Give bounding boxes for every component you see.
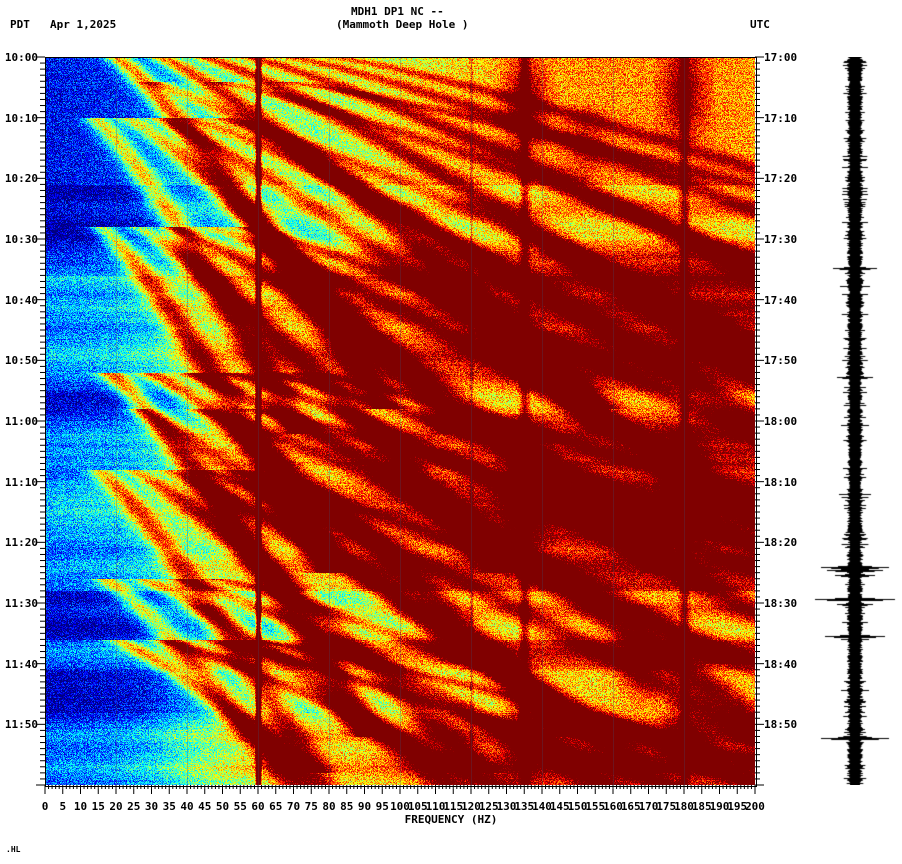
frequency-tick-label: 175 bbox=[656, 800, 677, 813]
time-tick-label-pdt: 10:20 bbox=[4, 172, 38, 186]
frequency-tick-label: 30 bbox=[144, 800, 159, 813]
time-tick-label-utc: 18:40 bbox=[764, 657, 798, 671]
time-tick-label-utc: 17:00 bbox=[764, 51, 798, 64]
time-tick-label-pdt: 10:10 bbox=[4, 111, 38, 125]
frequency-axis-title: FREQUENCY (HZ) bbox=[404, 813, 498, 826]
time-tick-label-utc: 17:20 bbox=[764, 172, 798, 186]
time-tick-label-utc: 18:50 bbox=[764, 718, 798, 732]
frequency-tick-label: 185 bbox=[691, 800, 712, 813]
time-tick-label-utc: 17:30 bbox=[764, 233, 798, 246]
time-tick-label-utc: 17:50 bbox=[764, 354, 798, 368]
frequency-tick-label: 120 bbox=[461, 800, 481, 813]
frequency-tick-label: 155 bbox=[585, 800, 606, 813]
frequency-tick-label: 55 bbox=[233, 800, 247, 813]
time-tick-label-utc: 18:00 bbox=[764, 415, 798, 428]
frequency-tick-label: 150 bbox=[567, 800, 588, 813]
time-tick-label-pdt: 11:00 bbox=[4, 415, 38, 428]
spectrogram-image bbox=[45, 57, 755, 785]
time-tick-label-pdt: 11:30 bbox=[4, 597, 38, 610]
frequency-tick-label: 45 bbox=[198, 800, 212, 813]
frequency-tick-label: 135 bbox=[514, 800, 535, 813]
frequency-tick-label: 50 bbox=[215, 800, 230, 813]
frequency-tick-label: 110 bbox=[425, 800, 446, 813]
timezone-left-label: PDT bbox=[10, 18, 30, 31]
date-label: Apr 1,2025 bbox=[50, 18, 117, 31]
time-tick-label-pdt: 11:40 bbox=[4, 657, 38, 671]
frequency-tick-label: 160 bbox=[603, 800, 623, 813]
time-tick-label-pdt: 11:50 bbox=[4, 718, 38, 732]
frequency-tick-label: 130 bbox=[496, 800, 517, 813]
frequency-tick-label: 125 bbox=[478, 800, 499, 813]
frequency-tick-label: 100 bbox=[390, 800, 410, 813]
time-tick-label-utc: 17:10 bbox=[764, 111, 798, 125]
frequency-tick-label: 60 bbox=[251, 800, 265, 813]
frequency-tick-label: 10 bbox=[73, 800, 88, 813]
frequency-tick-label: 190 bbox=[709, 800, 730, 813]
time-tick-label-utc: 18:10 bbox=[764, 475, 798, 489]
frequency-tick-label: 180 bbox=[674, 800, 694, 813]
time-tick-label-utc: 17:40 bbox=[764, 293, 798, 307]
frequency-tick-label: 195 bbox=[727, 800, 748, 813]
time-tick-label-pdt: 11:10 bbox=[4, 475, 38, 489]
time-tick-label-utc: 18:20 bbox=[764, 536, 798, 550]
frequency-tick-label: 165 bbox=[620, 800, 641, 813]
time-tick-label-pdt: 11:20 bbox=[4, 536, 38, 550]
frequency-tick-label: 200 bbox=[745, 800, 765, 813]
time-tick-label-pdt: 10:00 bbox=[4, 51, 38, 64]
frequency-tick-label: 95 bbox=[375, 800, 389, 813]
frequency-tick-label: 140 bbox=[532, 800, 552, 813]
frequency-tick-label: 0 bbox=[41, 800, 49, 813]
time-tick-label-pdt: 10:30 bbox=[4, 233, 38, 246]
frequency-tick-label: 70 bbox=[286, 800, 301, 813]
frequency-tick-label: 75 bbox=[304, 800, 318, 813]
frequency-tick-label: 115 bbox=[443, 800, 464, 813]
timezone-right-label: UTC bbox=[750, 18, 770, 31]
time-tick-label-utc: 18:30 bbox=[764, 597, 798, 610]
frequency-tick-label: 5 bbox=[59, 800, 67, 813]
frequency-tick-label: 25 bbox=[127, 800, 141, 813]
frequency-tick-label: 170 bbox=[638, 800, 659, 813]
frequency-tick-label: 15 bbox=[91, 800, 105, 813]
frequency-tick-label: 35 bbox=[162, 800, 176, 813]
frequency-tick-label: 105 bbox=[407, 800, 428, 813]
station-code-title: MDH1 DP1 NC -- bbox=[351, 5, 444, 18]
frequency-tick-label: 90 bbox=[357, 800, 372, 813]
seismogram-trace bbox=[812, 57, 898, 785]
frequency-tick-label: 85 bbox=[340, 800, 354, 813]
frequency-tick-label: 20 bbox=[109, 800, 123, 813]
frequency-tick-label: 65 bbox=[269, 800, 283, 813]
frequency-tick-label: 80 bbox=[322, 800, 336, 813]
station-name-title: (Mammoth Deep Hole ) bbox=[336, 18, 469, 31]
corner-artifact-mark: .HL bbox=[6, 845, 21, 854]
time-tick-label-pdt: 10:40 bbox=[4, 293, 38, 307]
frequency-tick-label: 145 bbox=[549, 800, 570, 813]
frequency-tick-label: 40 bbox=[180, 800, 194, 813]
time-tick-label-pdt: 10:50 bbox=[4, 354, 38, 368]
